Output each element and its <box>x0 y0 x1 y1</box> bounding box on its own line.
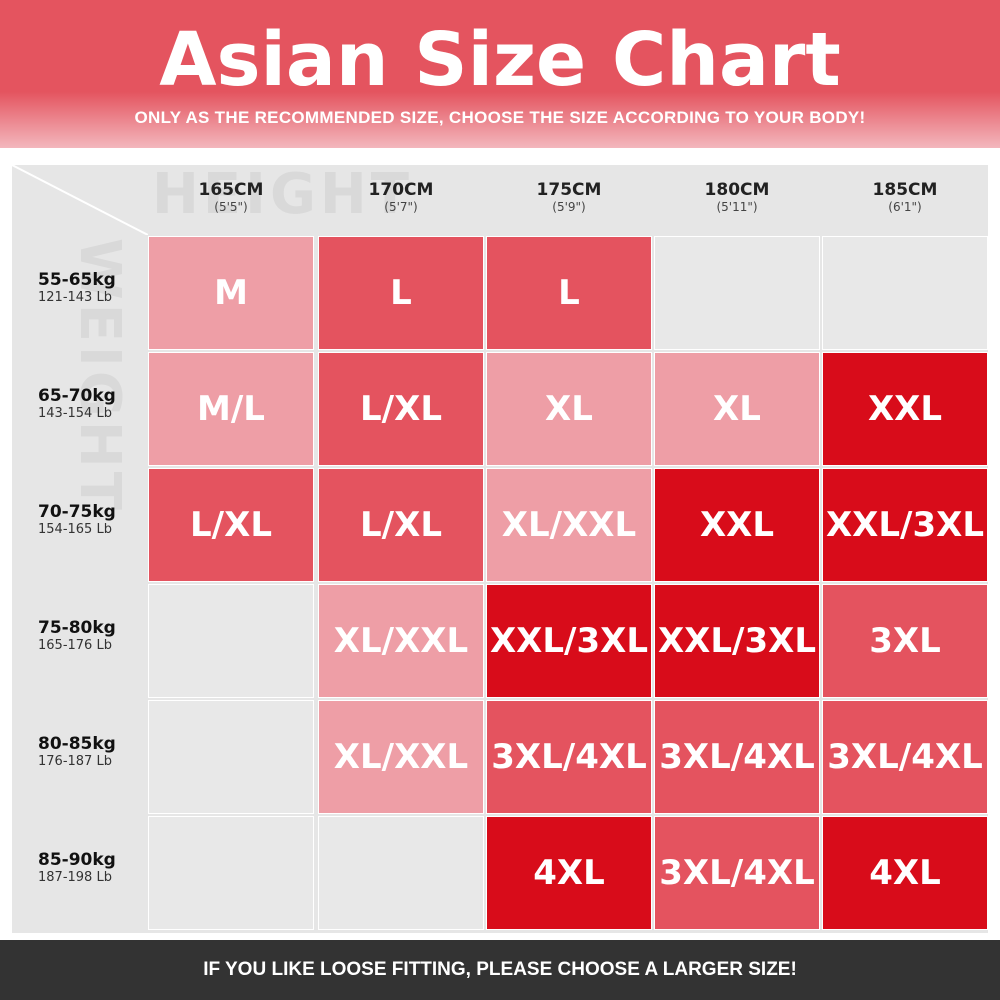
column-height-imperial: (5'9") <box>552 200 586 214</box>
size-cell <box>148 700 314 814</box>
row-pounds: 187-198 Lb <box>38 870 112 885</box>
size-cell: 4XL <box>822 816 988 930</box>
size-cell: 3XL <box>822 584 988 698</box>
column-header: 170CM (5'7") <box>318 180 484 214</box>
row-pounds: 165-176 Lb <box>38 638 112 653</box>
row-weight: 55-65kg <box>38 270 116 290</box>
size-cell: XXL/3XL <box>822 468 988 582</box>
row-header: 75-80kg 165-176 Lb <box>38 618 148 653</box>
size-label: L/XL <box>360 389 442 429</box>
column-height: 175CM <box>536 180 602 200</box>
size-cell: XXL <box>822 352 988 466</box>
header-band <box>0 0 1000 148</box>
size-cell <box>148 584 314 698</box>
size-cell <box>654 236 820 350</box>
column-height: 170CM <box>368 180 434 200</box>
size-label: XL/XXL <box>501 505 637 545</box>
size-cell: XL/XXL <box>486 468 652 582</box>
size-label: 4XL <box>869 853 941 893</box>
size-cell: 3XL/4XL <box>486 700 652 814</box>
size-cell: M/L <box>148 352 314 466</box>
row-weight: 85-90kg <box>38 850 116 870</box>
weight-watermark: WEIGHT <box>67 238 132 514</box>
size-label: L <box>390 273 412 313</box>
row-header: 65-70kg 143-154 Lb <box>38 386 148 421</box>
size-label: M/L <box>197 389 265 429</box>
size-label: L/XL <box>190 505 272 545</box>
column-height: 180CM <box>704 180 770 200</box>
size-label: XXL/3XL <box>489 621 649 661</box>
column-header: 180CM (5'11") <box>654 180 820 214</box>
size-cell: 3XL/4XL <box>654 700 820 814</box>
column-header: 165CM (5'5") <box>148 180 314 214</box>
size-label: 3XL/4XL <box>659 737 815 777</box>
size-cell: XL <box>654 352 820 466</box>
size-label: XXL <box>699 505 775 545</box>
size-cell: L <box>318 236 484 350</box>
column-height-imperial: (5'7") <box>384 200 418 214</box>
subtitle: ONLY AS THE RECOMMENDED SIZE, CHOOSE THE… <box>134 108 866 127</box>
size-cell: XL/XXL <box>318 700 484 814</box>
size-label: M <box>214 273 248 313</box>
row-pounds: 154-165 Lb <box>38 522 112 537</box>
size-label: 3XL/4XL <box>827 737 983 777</box>
row-header: 70-75kg 154-165 Lb <box>38 502 148 537</box>
size-label: 4XL <box>533 853 605 893</box>
row-weight: 80-85kg <box>38 734 116 754</box>
size-label: XXL/3XL <box>825 505 985 545</box>
size-label: XXL <box>867 389 943 429</box>
size-cell: 3XL/4XL <box>822 700 988 814</box>
size-cell: 4XL <box>486 816 652 930</box>
size-cell: L/XL <box>318 352 484 466</box>
row-pounds: 143-154 Lb <box>38 406 112 421</box>
row-header: 85-90kg 187-198 Lb <box>38 850 148 885</box>
size-cell: XL/XXL <box>318 584 484 698</box>
size-label: 3XL/4XL <box>659 853 815 893</box>
size-cell <box>148 816 314 930</box>
height-watermark: HEIGHT <box>152 162 413 227</box>
column-header: 175CM (5'9") <box>486 180 652 214</box>
size-label: XL <box>713 389 761 429</box>
size-label: XL/XXL <box>333 737 469 777</box>
size-cell: XXL <box>654 468 820 582</box>
size-label: XL <box>545 389 593 429</box>
column-height-imperial: (6'1") <box>888 200 922 214</box>
row-weight: 70-75kg <box>38 502 116 522</box>
size-cell: L/XL <box>148 468 314 582</box>
column-header: 185CM (6'1") <box>822 180 988 214</box>
footer: IF YOU LIKE LOOSE FITTING, PLEASE CHOOSE… <box>0 940 1000 1000</box>
corner-diagonal <box>12 165 148 235</box>
size-label: L/XL <box>360 505 442 545</box>
row-pounds: 176-187 Lb <box>38 754 112 769</box>
size-label: 3XL <box>869 621 941 661</box>
size-cell: XXL/3XL <box>486 584 652 698</box>
size-label: L <box>558 273 580 313</box>
column-height-imperial: (5'5") <box>214 200 248 214</box>
column-height: 165CM <box>198 180 264 200</box>
size-label: XXL/3XL <box>657 621 817 661</box>
row-weight: 75-80kg <box>38 618 116 638</box>
size-cell: L <box>486 236 652 350</box>
column-height-imperial: (5'11") <box>716 200 758 214</box>
size-cell <box>822 236 988 350</box>
size-cell: 3XL/4XL <box>654 816 820 930</box>
size-cell: XXL/3XL <box>654 584 820 698</box>
row-header: 80-85kg 176-187 Lb <box>38 734 148 769</box>
size-label: XL/XXL <box>333 621 469 661</box>
row-header: 55-65kg 121-143 Lb <box>38 270 148 305</box>
column-height: 185CM <box>872 180 938 200</box>
size-cell: M <box>148 236 314 350</box>
row-pounds: 121-143 Lb <box>38 290 112 305</box>
size-cell: L/XL <box>318 468 484 582</box>
size-cell <box>318 816 484 930</box>
size-cell: XL <box>486 352 652 466</box>
title: Asian Size Chart <box>159 17 841 103</box>
size-label: 3XL/4XL <box>491 737 647 777</box>
row-weight: 65-70kg <box>38 386 116 406</box>
